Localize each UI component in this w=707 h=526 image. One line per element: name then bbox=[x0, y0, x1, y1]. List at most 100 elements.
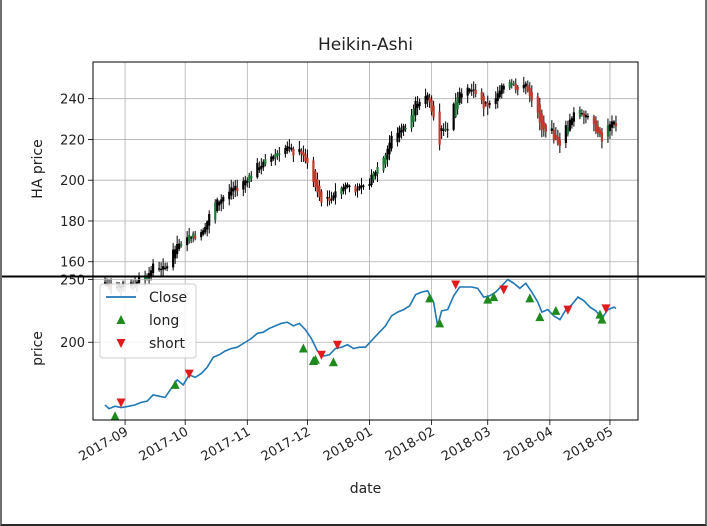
ha-candle-body bbox=[178, 243, 181, 249]
ha-candle-body bbox=[272, 156, 275, 160]
long-signal-markers bbox=[110, 292, 607, 421]
ha-candle-body bbox=[286, 146, 289, 151]
ha-candle-body bbox=[246, 181, 249, 183]
ha-candle-body bbox=[143, 277, 147, 280]
ha-candle-body bbox=[486, 102, 489, 107]
ha-candle-body bbox=[135, 281, 139, 285]
ha-candle-body bbox=[250, 176, 253, 179]
ha-candle-body bbox=[248, 175, 251, 182]
ha-candle-body bbox=[494, 98, 497, 104]
ha-candle-body bbox=[416, 104, 419, 109]
ha-candle-body bbox=[288, 147, 291, 149]
ha-candle-body bbox=[372, 172, 375, 180]
chart-title: Heikin-Ashi bbox=[318, 35, 413, 55]
ha-candle-body bbox=[466, 87, 469, 96]
ha-candle-body bbox=[456, 97, 459, 110]
ha-candle-body bbox=[174, 249, 177, 259]
ha-candle-body bbox=[332, 195, 335, 200]
ha-candle-body bbox=[612, 121, 616, 125]
ha-candle-body bbox=[596, 126, 600, 133]
ha-candle-body bbox=[258, 167, 261, 171]
ha-candle-body bbox=[598, 129, 602, 135]
ha-candle-body bbox=[374, 171, 377, 177]
ha-candle-body bbox=[208, 213, 211, 226]
ha-candle-body bbox=[536, 96, 539, 113]
ha-candle-body bbox=[524, 83, 527, 87]
ha-candle-body bbox=[160, 268, 163, 271]
ha-candle-body bbox=[388, 142, 391, 155]
ha-candle-body bbox=[458, 92, 461, 104]
long-signal-marker bbox=[298, 343, 308, 353]
ha-candle-body bbox=[346, 184, 349, 188]
ha-candle-body bbox=[514, 83, 517, 90]
ha-candle-body bbox=[298, 149, 301, 153]
ha-candle-body bbox=[162, 266, 165, 270]
ha-candle-body bbox=[342, 187, 345, 192]
ha-candle-body bbox=[314, 171, 317, 188]
ha-candle-body bbox=[414, 100, 417, 116]
ha-candle-body bbox=[444, 128, 447, 130]
ha-candle-body bbox=[564, 125, 567, 144]
ha-candle-body bbox=[312, 160, 315, 182]
short-signal-marker bbox=[184, 369, 194, 379]
ha-candle-body bbox=[460, 93, 463, 98]
ha-candle-body bbox=[442, 129, 445, 131]
close-price-line bbox=[104, 278, 617, 410]
long-signal-marker bbox=[483, 294, 493, 304]
ha-candle-body bbox=[382, 158, 385, 171]
short-signal-marker bbox=[316, 350, 326, 360]
ha-candle-body bbox=[426, 94, 429, 101]
long-signal-marker bbox=[110, 411, 120, 421]
x-tick-label: 2018-03 bbox=[439, 424, 494, 464]
ha-y-tick-label: 160 bbox=[60, 256, 85, 271]
ha-candle-body bbox=[334, 191, 337, 198]
short-signal-marker bbox=[563, 305, 573, 315]
ha-candle-body bbox=[192, 233, 195, 238]
ha-candle-body bbox=[544, 125, 547, 132]
ha-candle-body bbox=[292, 148, 295, 156]
ha-candle-body bbox=[316, 179, 319, 193]
ha-candle-body bbox=[402, 125, 405, 132]
ha-candle-body bbox=[320, 191, 323, 203]
ha-candle-body bbox=[418, 101, 421, 107]
ha-candle-body bbox=[344, 185, 347, 190]
ha-candle-body bbox=[328, 197, 331, 201]
ha-candle-body bbox=[290, 147, 293, 150]
ha-candle-body bbox=[498, 90, 501, 98]
ha-candle-body bbox=[582, 113, 586, 117]
ha-candle-body bbox=[206, 221, 209, 230]
ha-candle-body bbox=[522, 84, 525, 89]
ha-candle-body bbox=[594, 120, 598, 133]
ha-candle-body bbox=[496, 93, 499, 102]
ha-candle-body bbox=[570, 118, 573, 126]
ha-candle-body bbox=[488, 103, 491, 105]
ha-candle-body bbox=[482, 96, 485, 109]
ha-candle-body bbox=[398, 127, 401, 138]
legend-long-swatch bbox=[116, 315, 126, 324]
long-signal-marker bbox=[425, 293, 435, 303]
ha-price-axes: 160 180 200 220 240 HA price bbox=[30, 61, 639, 297]
price-y-axis-label: price bbox=[30, 331, 46, 366]
ha-candle-body bbox=[440, 128, 443, 131]
short-signal-marker bbox=[601, 304, 611, 314]
ha-candle-body bbox=[362, 185, 365, 187]
ha-candle-body bbox=[550, 128, 553, 131]
ha-candle-body bbox=[472, 89, 475, 91]
x-tick-label: 2018-02 bbox=[383, 424, 438, 464]
ha-candle-body bbox=[103, 282, 107, 285]
ha-candle-body bbox=[600, 132, 604, 142]
ha-candle-body bbox=[540, 113, 543, 130]
ha-candle-body bbox=[370, 174, 373, 186]
ha-candle-body bbox=[452, 103, 455, 130]
ha-candle-body bbox=[606, 125, 610, 137]
ha-candle-body bbox=[368, 184, 371, 187]
ha-candle-body bbox=[256, 162, 259, 178]
ha-candle-body bbox=[180, 244, 183, 247]
ha-candle-body bbox=[222, 197, 225, 202]
ha-candle-body bbox=[468, 89, 471, 92]
ha-candle-body bbox=[300, 150, 303, 155]
ha-candle-body bbox=[284, 148, 287, 154]
ha-candle-body bbox=[194, 235, 197, 239]
ha-candles bbox=[103, 76, 618, 297]
long-signal-marker bbox=[597, 314, 607, 324]
